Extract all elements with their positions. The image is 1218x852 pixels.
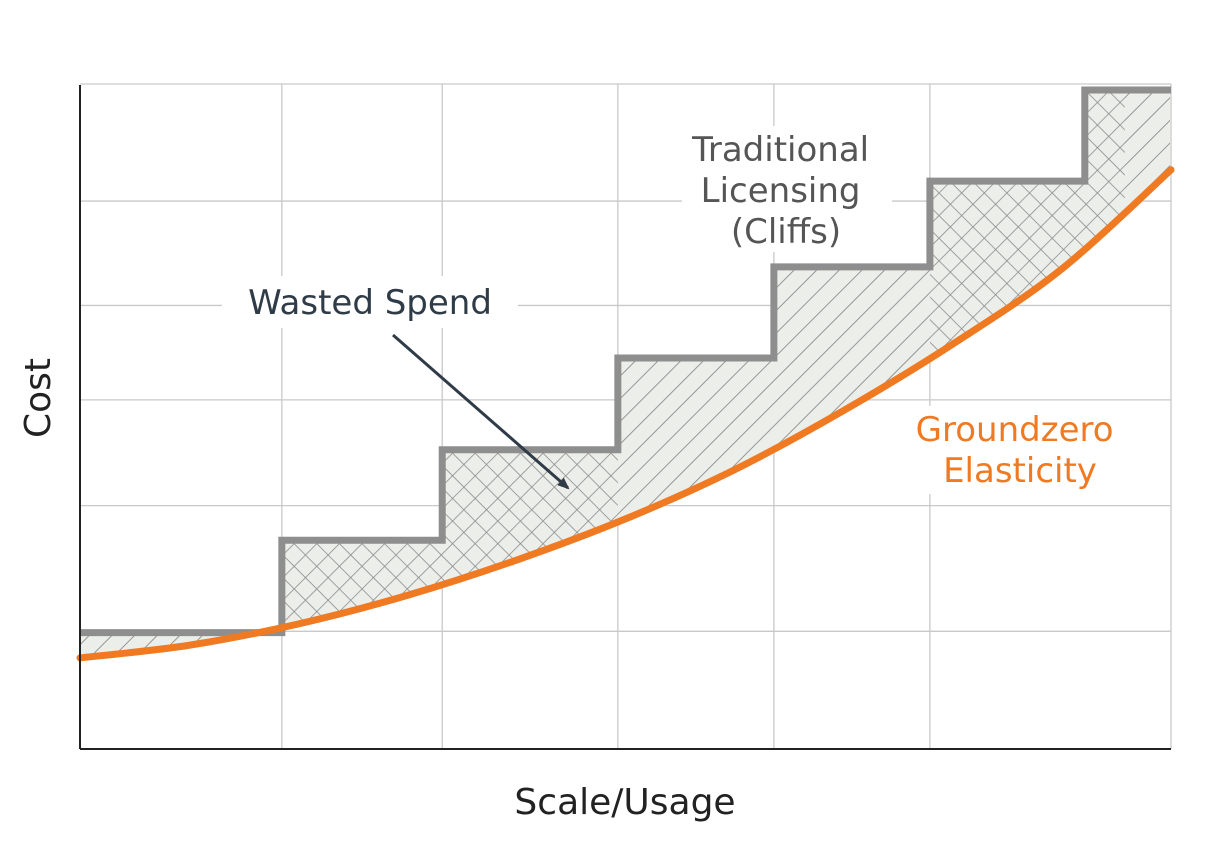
- traditional-licensing-step-line: [80, 86, 1171, 637]
- groundzero-elasticity-curve: [76, 166, 1175, 662]
- y-axis-label: Cost: [18, 358, 59, 438]
- annotation-background: [222, 276, 518, 328]
- annotation-background: [682, 126, 892, 252]
- annotation-background: [902, 406, 1136, 494]
- crosshatch-region: [281, 89, 618, 658]
- wasted-spend-arrow: [392, 333, 570, 490]
- wasted-spend-label: Wasted Spend: [248, 283, 492, 323]
- x-axis-label: Scale/Usage: [514, 782, 735, 823]
- traditional-licensing-label: Traditional Licensing (Cliffs): [691, 130, 880, 252]
- groundzero-elasticity-label: Groundzero Elasticity: [916, 410, 1125, 491]
